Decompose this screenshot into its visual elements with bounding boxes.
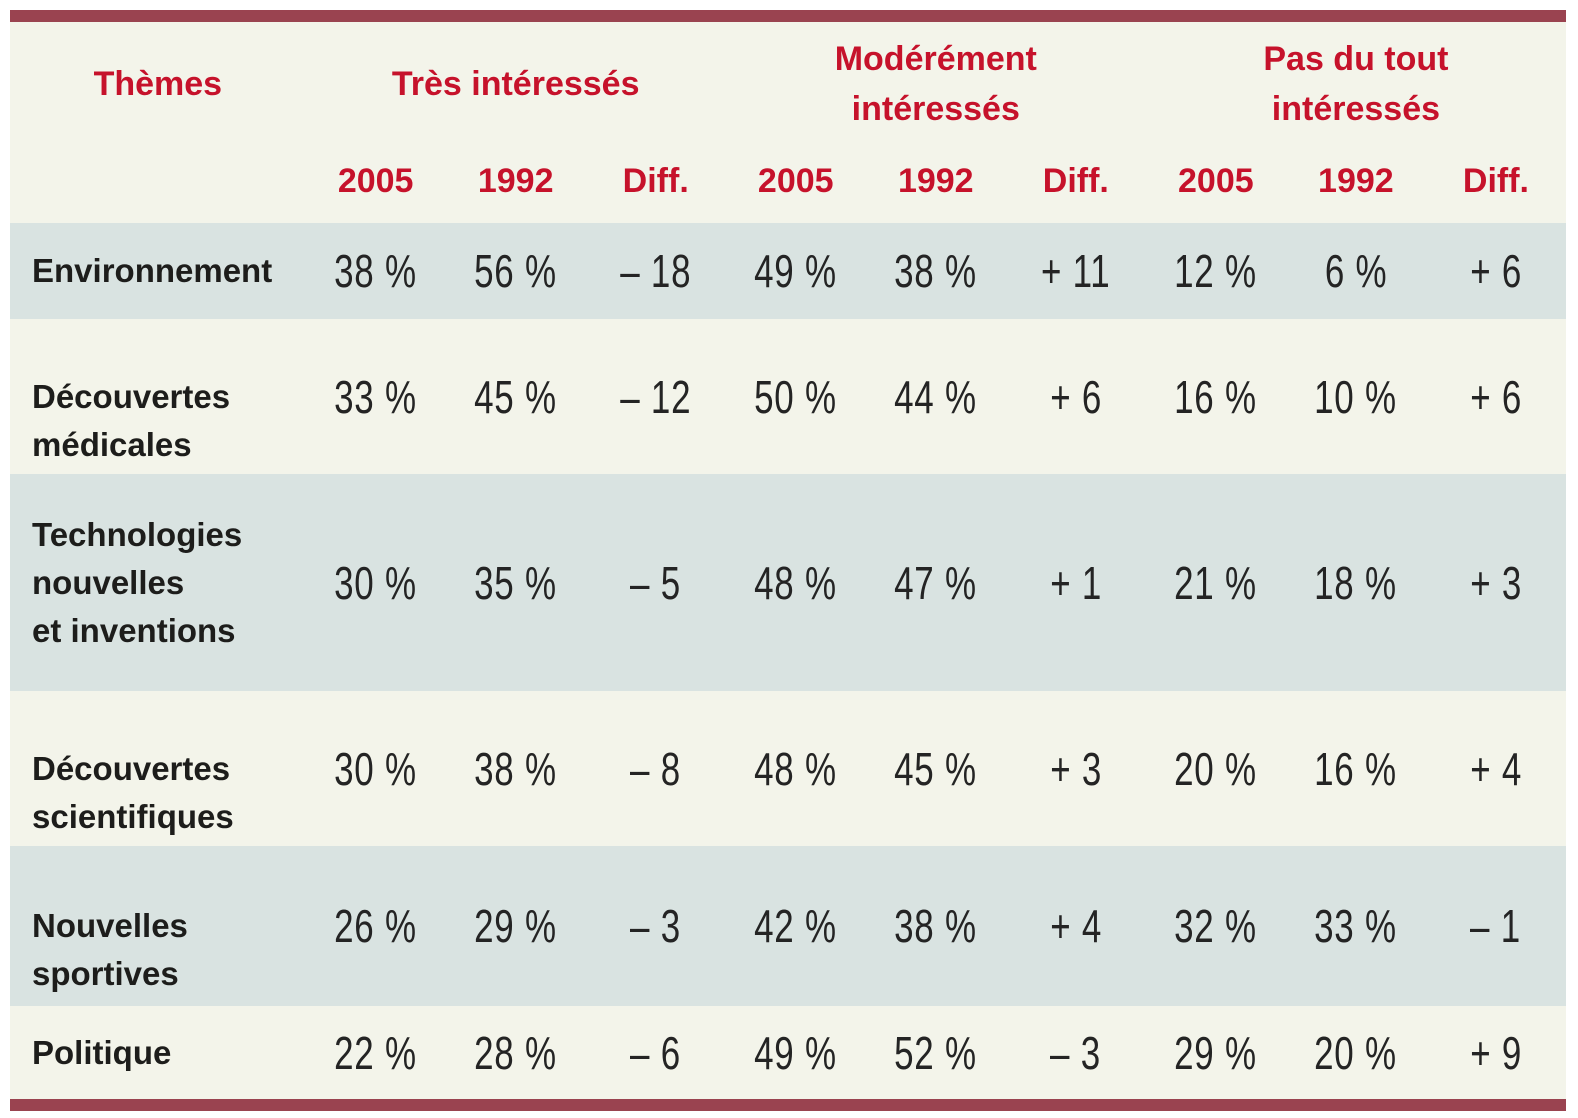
group-header-row: Thèmes Très intéressés Modérément intéres… (10, 22, 1566, 162)
table-row: Découvertes scientifiques 30 % 38 % – 8 48 %… (10, 691, 1566, 846)
value-cell: 50 % (754, 370, 838, 423)
value-cell: 33 % (334, 370, 418, 423)
value-cell: 48 % (754, 556, 838, 609)
year-subheader: Diff. (1462, 162, 1529, 200)
value-cell: + 4 (1049, 900, 1102, 952)
value-cell: + 9 (1470, 1026, 1522, 1079)
group-header-1: Modérément intéressés (834, 40, 1037, 128)
value-cell: 42 % (754, 900, 838, 952)
table-body: Environnement 38 % 56 % – 18 49 % 38 % + 11 12 … (10, 223, 1566, 1099)
row-label: Nouvelles sportives (32, 907, 188, 992)
table-row: Technologies nouvelles et inventions 30 %… (10, 474, 1566, 691)
year-subheader: Diff. (622, 162, 689, 200)
value-cell: + 6 (1470, 370, 1522, 423)
interest-table: Thèmes Très intéressés Modérément intéres… (10, 22, 1566, 1099)
subheader-row: 2005 1992 Diff. 2005 1992 Diff. 2005 1992 Diff. (10, 162, 1566, 223)
value-cell: 47 % (894, 556, 978, 609)
year-subheader: 1992 (897, 162, 974, 200)
value-cell: – 12 (620, 370, 692, 423)
value-cell: + 4 (1470, 742, 1522, 795)
value-cell: 45 % (894, 742, 978, 795)
value-cell: 38 % (894, 245, 978, 297)
value-cell: 22 % (334, 1026, 418, 1079)
group-header-0: Très intéressés (391, 65, 640, 103)
row-label: Découvertes scientifiques (32, 749, 234, 835)
table-header: Thèmes Très intéressés Modérément intéres… (10, 22, 1566, 223)
value-cell: – 8 (630, 742, 682, 795)
value-cell: 30 % (334, 556, 418, 609)
table-panel: Thèmes Très intéressés Modérément intéres… (10, 10, 1566, 1111)
value-cell: 18 % (1314, 556, 1398, 609)
value-cell: 30 % (334, 742, 418, 795)
value-cell: + 6 (1470, 245, 1522, 297)
value-cell: + 3 (1470, 556, 1522, 609)
value-cell: 44 % (894, 370, 978, 423)
value-cell: 38 % (894, 900, 978, 952)
value-cell: 38 % (474, 742, 558, 795)
value-cell: + 11 (1041, 245, 1111, 297)
value-cell: 29 % (1174, 1026, 1258, 1079)
year-subheader: 2005 (1178, 162, 1254, 200)
value-cell: 16 % (1174, 370, 1258, 423)
value-cell: 35 % (474, 556, 558, 609)
row-label: Découvertes médicales (32, 377, 231, 463)
subheader-spacer (10, 162, 306, 223)
table-row: Découvertes médicales 33 % 45 % – 12 50 % 44 … (10, 319, 1566, 474)
value-cell: 56 % (474, 245, 558, 297)
column-header-themes: Thèmes (93, 64, 223, 103)
table-row: Environnement 38 % 56 % – 18 49 % 38 % + 11 12 … (10, 223, 1566, 319)
row-label: Technologies nouvelles et inventions (32, 515, 243, 649)
year-subheader: 2005 (337, 162, 414, 200)
value-cell: – 1 (1470, 900, 1522, 952)
value-cell: 29 % (474, 900, 558, 952)
value-cell: – 6 (630, 1026, 682, 1079)
value-cell: 49 % (754, 245, 838, 297)
year-subheader: Diff. (1042, 162, 1109, 200)
group-header-2: Pas du tout intéressés (1263, 40, 1449, 128)
value-cell: 12 % (1174, 245, 1258, 297)
table-row: Nouvelles sportives 26 % 29 % – 3 42 % 38 % + … (10, 846, 1566, 1006)
value-cell: – 3 (630, 900, 682, 952)
value-cell: 49 % (754, 1026, 838, 1079)
value-cell: 33 % (1314, 900, 1398, 952)
value-cell: 52 % (894, 1026, 978, 1079)
value-cell: 38 % (334, 245, 418, 297)
table-row: Politique 22 % 28 % – 6 49 % 52 % – 3 29 % 20 % +… (10, 1006, 1566, 1099)
value-cell: + 3 (1049, 742, 1102, 795)
top-border-bar (10, 10, 1566, 22)
value-cell: 20 % (1314, 1026, 1398, 1079)
year-subheader: 2005 (757, 162, 834, 200)
value-cell: – 18 (620, 245, 692, 297)
value-cell: 45 % (474, 370, 558, 423)
bottom-border-bar (10, 1099, 1566, 1111)
value-cell: 6 % (1324, 245, 1388, 297)
value-cell: 21 % (1174, 556, 1258, 609)
value-cell: 20 % (1174, 742, 1258, 795)
value-cell: + 1 (1049, 556, 1102, 609)
row-label: Politique (32, 1033, 172, 1071)
value-cell: 16 % (1314, 742, 1398, 795)
value-cell: – 3 (1050, 1026, 1102, 1079)
row-label: Environnement (32, 252, 273, 289)
value-cell: – 5 (630, 556, 682, 609)
value-cell: 10 % (1314, 370, 1398, 423)
value-cell: 32 % (1174, 900, 1258, 952)
value-cell: 26 % (334, 900, 418, 952)
year-subheader: 1992 (477, 162, 554, 200)
value-cell: 28 % (474, 1026, 558, 1079)
value-cell: + 6 (1049, 370, 1102, 423)
year-subheader: 1992 (1318, 162, 1394, 200)
value-cell: 48 % (754, 742, 838, 795)
